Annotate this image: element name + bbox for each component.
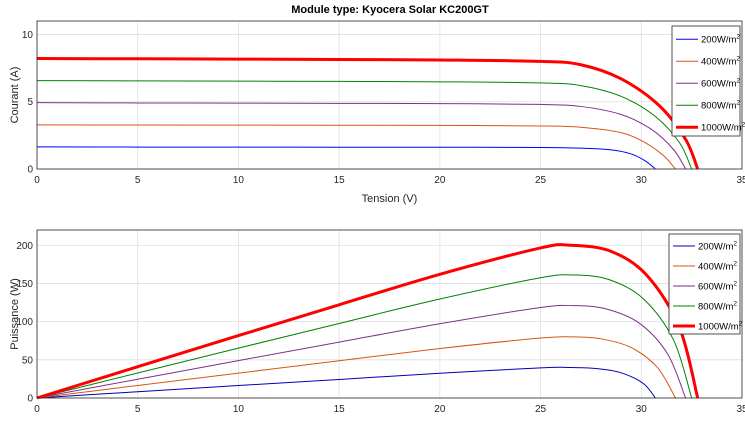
x-tick-label: 5 xyxy=(135,175,141,186)
x-tick-labels: 0 5 10 15 20 25 30 35 xyxy=(34,404,745,415)
x-tick-label: 0 xyxy=(34,175,40,186)
iv-curve-chart: Module type: Kyocera Solar KC200GT 0 5 10 1… xyxy=(9,4,745,205)
legend-entry-label: 1000W/m xyxy=(698,322,739,333)
legend-entry-label: 1000W/m xyxy=(701,123,742,134)
series-line xyxy=(36,366,656,399)
legend-entry-superscript: 2 xyxy=(733,241,737,248)
plot-area xyxy=(37,21,742,169)
legend-entry: 800W/m2 xyxy=(701,100,740,112)
legend-entry: 800W/m2 xyxy=(698,301,737,313)
series-line xyxy=(36,146,656,170)
legend-entry: 400W/m2 xyxy=(698,261,737,273)
y-tick-label: 100 xyxy=(16,317,33,328)
legend-entry: 400W/m2 xyxy=(701,56,740,68)
series-line xyxy=(36,274,693,399)
series-line xyxy=(36,80,693,170)
legend-entry: 200W/m2 xyxy=(701,34,740,46)
y-tick-label: 0 xyxy=(27,394,33,405)
y-tick-labels: 0 50 100 150 200 xyxy=(16,241,33,405)
x-tick-label: 25 xyxy=(535,404,547,415)
x-tick-labels: 0 5 10 15 20 25 30 35 xyxy=(34,175,745,186)
legend-entry-superscript: 2 xyxy=(736,34,740,41)
x-tick-label: 30 xyxy=(636,404,648,415)
legend-entry: 600W/m2 xyxy=(698,281,737,293)
legend-entry-superscript: 2 xyxy=(733,281,737,288)
legend-entry-label: 800W/m xyxy=(698,302,733,313)
plot-frame xyxy=(36,229,743,399)
x-tick-label: 20 xyxy=(434,175,446,186)
chart-title: Module type: Kyocera Solar KC200GT xyxy=(291,4,489,16)
series-line xyxy=(36,336,676,399)
y-tick-label: 50 xyxy=(22,355,34,366)
y-tick-labels: 0 5 10 xyxy=(22,30,34,176)
series-line xyxy=(36,102,687,170)
legend-entry-label: 800W/m xyxy=(701,101,736,112)
x-tick-label: 10 xyxy=(233,175,245,186)
x-tick-label: 30 xyxy=(636,175,648,186)
legend-entry-label: 400W/m xyxy=(698,262,733,273)
y-tick-label: 200 xyxy=(16,241,33,252)
power-curve-chart: 0 5 10 15 20 25 30 35 0 50 100 150 200 Puissance (W… xyxy=(9,229,745,415)
legend-entry: 1000W/m2 xyxy=(698,321,743,333)
legend-entry-superscript: 2 xyxy=(736,100,740,107)
legend-entry-superscript: 2 xyxy=(733,301,737,308)
series-line xyxy=(36,124,676,170)
legend-entry-superscript: 2 xyxy=(736,78,740,85)
y-tick-label: 5 xyxy=(27,97,33,108)
y-tick-label: 0 xyxy=(27,165,33,176)
plot-frame xyxy=(36,20,743,170)
y-axis-label: Puissance (W) xyxy=(9,278,21,350)
series-lines xyxy=(36,243,700,400)
legend-entry-label: 400W/m xyxy=(701,57,736,68)
legend-box xyxy=(668,233,741,335)
plot-area xyxy=(37,230,742,398)
legend-box xyxy=(671,25,741,137)
legend-entry: 600W/m2 xyxy=(701,78,740,90)
x-tick-label: 35 xyxy=(736,404,745,415)
legend-entry-label: 200W/m xyxy=(698,242,733,253)
x-tick-label: 35 xyxy=(736,175,745,186)
series-line xyxy=(36,243,700,400)
series-line xyxy=(36,57,700,170)
legend-entry: 1000W/m2 xyxy=(701,122,745,134)
x-axis-label: Tension (V) xyxy=(362,193,418,205)
legend-entry-superscript: 2 xyxy=(736,56,740,63)
x-tick-label: 25 xyxy=(535,175,547,186)
x-tick-label: 5 xyxy=(135,404,141,415)
legend-entry: 200W/m2 xyxy=(698,241,737,253)
y-axis-label: Courant (A) xyxy=(9,67,21,124)
legend-entry-label: 600W/m xyxy=(698,282,733,293)
x-tick-label: 15 xyxy=(334,404,346,415)
x-tick-label: 20 xyxy=(434,404,446,415)
legend-entry-superscript: 2 xyxy=(739,321,743,328)
x-tick-label: 0 xyxy=(34,404,40,415)
series-line xyxy=(36,304,687,399)
series-lines xyxy=(36,57,700,170)
legend-entry-superscript: 2 xyxy=(733,261,737,268)
y-tick-label: 150 xyxy=(16,279,33,290)
legend-entry-superscript: 2 xyxy=(742,122,745,129)
x-tick-label: 10 xyxy=(233,404,245,415)
legend-entry-label: 600W/m xyxy=(701,79,736,90)
legend-entry-label: 200W/m xyxy=(701,35,736,46)
x-tick-label: 15 xyxy=(334,175,346,186)
y-tick-label: 10 xyxy=(22,30,34,41)
